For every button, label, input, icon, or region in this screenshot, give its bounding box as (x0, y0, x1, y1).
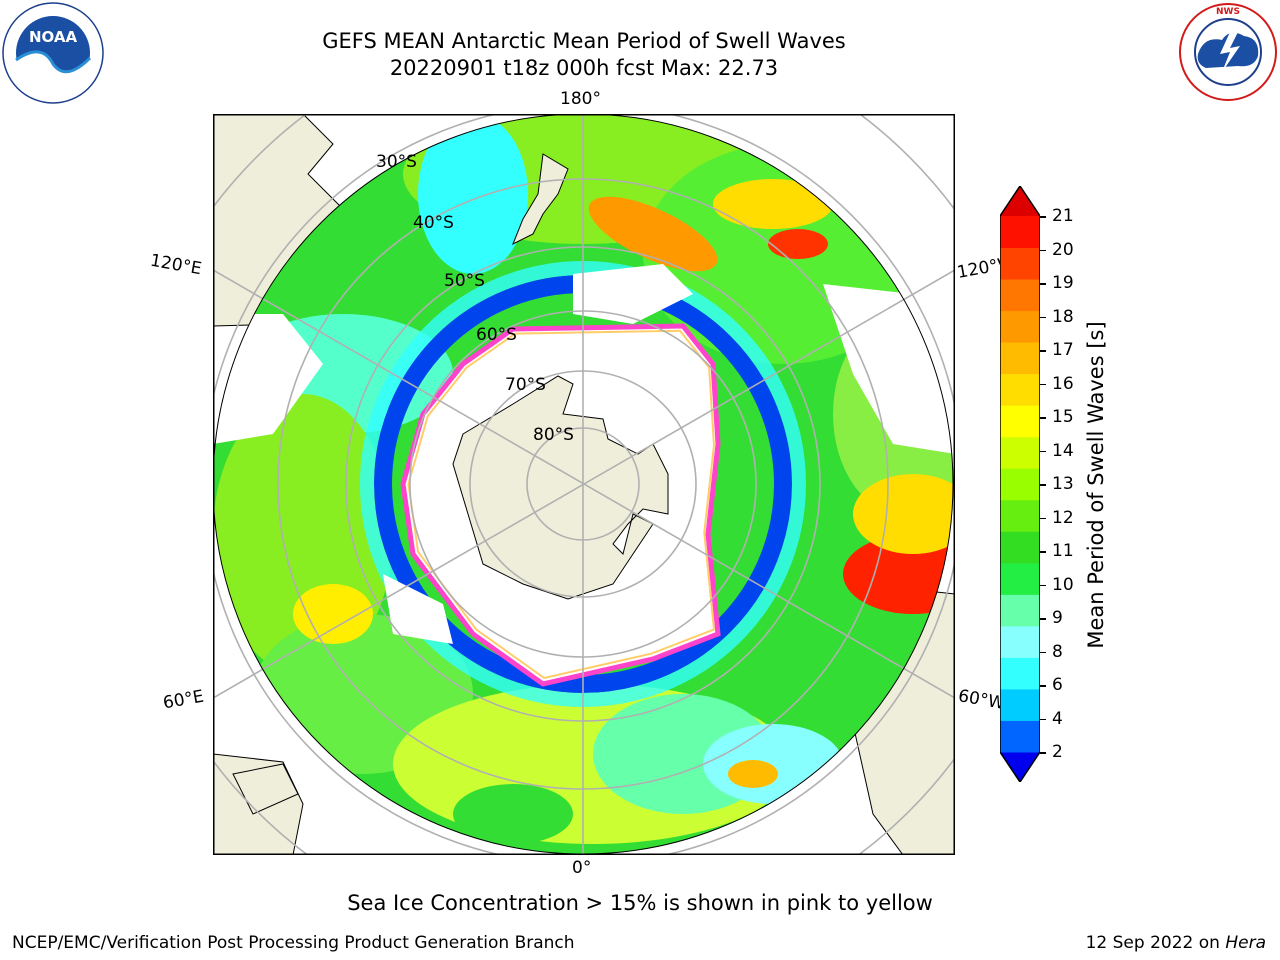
graticule (213, 114, 955, 855)
colorbar-tick-label: 9 (1052, 608, 1063, 628)
colorbar-segment (1000, 279, 1040, 312)
colorbar-tick-label: 13 (1052, 474, 1074, 494)
chart-subtitle: 20220901 t18z 000h fcst Max: 22.73 (389, 56, 779, 80)
colorbar-tick-mark (1040, 450, 1046, 452)
colorbar-tick-label: 12 (1052, 507, 1074, 528)
lon-label-0: 0° (572, 858, 592, 878)
footer-date-text: 12 Sep 2022 on (1085, 933, 1226, 953)
colorbar-extend-low (1000, 752, 1040, 782)
colorbar-tick-mark (1040, 216, 1046, 218)
colorbar-segment (1000, 531, 1040, 564)
colorbar-segment (1000, 594, 1040, 627)
colorbar-tick-mark (1040, 752, 1046, 754)
colorbar-tick-label: 11 (1052, 541, 1074, 561)
colorbar-segment (1000, 468, 1040, 501)
colorbar-tick-mark (1040, 685, 1046, 687)
footer-machine: Hera (1225, 933, 1266, 953)
colorbar-segment (1000, 657, 1040, 690)
colorbar-segment (1000, 342, 1040, 375)
footer-date: 12 Sep 2022 on Hera (1086, 933, 1266, 953)
noaa-logo-text: NOAA (29, 28, 78, 46)
colorbar-tick-label: 15 (1052, 407, 1074, 427)
footer-credit: NCEP/EMC/Verification Post Processing Pr… (12, 933, 575, 953)
colorbar-tick-label: 20 (1052, 239, 1074, 260)
antarctica-land (452, 375, 669, 600)
colorbar-tick-mark (1040, 316, 1046, 318)
colorbar (999, 184, 1041, 784)
colorbar-tick-label: 19 (1052, 273, 1074, 293)
colorbar-extend-high (1000, 186, 1040, 216)
lon-label-180: 180° (560, 89, 601, 109)
colorbar-tick-mark (1040, 718, 1046, 720)
colorbar-segment (1000, 247, 1040, 280)
colorbar-segment (1000, 373, 1040, 406)
noaa-logo: NOAA (2, 2, 104, 104)
lat-label-50s: 50°S (444, 271, 485, 291)
colorbar-tick-label: 8 (1052, 641, 1063, 662)
colorbar-tick-mark (1040, 551, 1046, 553)
colorbar-tick-mark (1040, 249, 1046, 251)
colorbar-tick-mark (1040, 517, 1046, 519)
colorbar-segment (1000, 625, 1040, 658)
colorbar-tick-mark (1040, 417, 1046, 419)
colorbar-tick-label: 2 (1052, 742, 1063, 762)
colorbar-tick-label: 21 (1052, 206, 1074, 226)
colorbar-segment (1000, 499, 1040, 532)
colorbar-tick-label: 18 (1052, 306, 1074, 327)
colorbar-segment (1000, 405, 1040, 438)
colorbar-segment (1000, 216, 1040, 249)
colorbar-segment (1000, 310, 1040, 343)
lat-label-40s: 40°S (413, 213, 454, 233)
colorbar-tick-label: 14 (1052, 440, 1074, 461)
lat-label-60s: 60°S (476, 325, 517, 345)
colorbar-tick-mark (1040, 618, 1046, 620)
lon-label-60w: 60°W (956, 686, 1007, 714)
lon-label-60e: 60°E (161, 686, 206, 714)
colorbar-tick-label: 16 (1052, 373, 1074, 394)
colorbar-segment (1000, 688, 1040, 721)
colorbar-tick-mark (1040, 383, 1046, 385)
sea-ice-note: Sea Ice Concentration > 15% is shown in … (347, 891, 933, 915)
colorbar-label: Mean Period of Swell Waves [s] (1084, 321, 1108, 649)
colorbar-tick-label: 4 (1052, 708, 1063, 729)
lat-label-80s: 80°S (533, 425, 574, 445)
new-zealand-land (512, 153, 569, 246)
lon-label-120e: 120°E (148, 250, 204, 280)
colorbar-segment (1000, 436, 1040, 469)
nws-logo: NWS (1178, 2, 1278, 102)
colorbar-tick-mark (1040, 484, 1046, 486)
lat-label-30s: 30°S (376, 152, 417, 172)
colorbar-tick-label: 6 (1052, 675, 1063, 695)
colorbar-tick-mark (1040, 283, 1046, 285)
colorbar-tick-mark (1040, 584, 1046, 586)
colorbar-tick-label: 17 (1052, 340, 1074, 360)
colorbar-segment (1000, 720, 1040, 753)
colorbar-segment (1000, 562, 1040, 595)
chart-title: GEFS MEAN Antarctic Mean Period of Swell… (322, 29, 846, 53)
colorbar-tick-mark (1040, 350, 1046, 352)
svg-text:NWS: NWS (1216, 7, 1240, 17)
polar-map (213, 114, 955, 855)
colorbar-tick-label: 10 (1052, 574, 1074, 595)
lat-label-70s: 70°S (505, 375, 546, 395)
colorbar-tick-mark (1040, 651, 1046, 653)
